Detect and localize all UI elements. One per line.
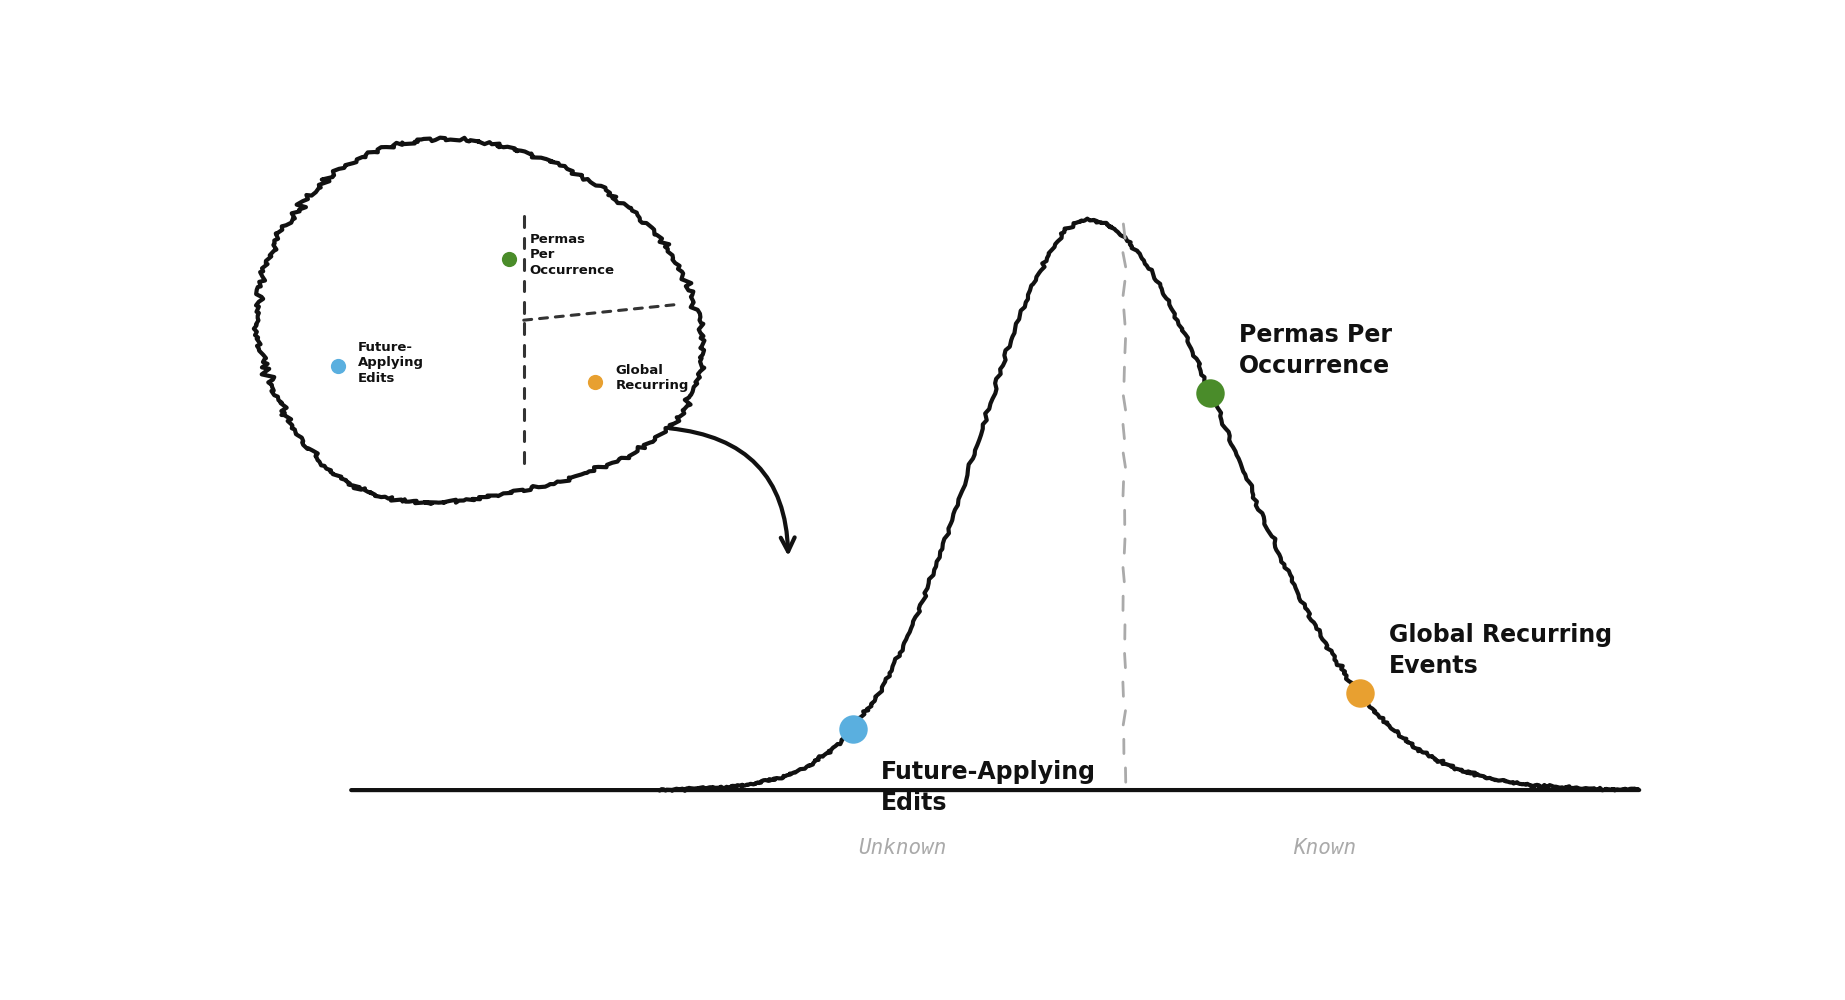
Text: Permas Per
Occurrence: Permas Per Occurrence <box>1238 323 1391 378</box>
Point <box>323 358 352 374</box>
Text: Global Recurring
Events: Global Recurring Events <box>1389 623 1613 678</box>
Text: Future-Applying
Edits: Future-Applying Edits <box>882 760 1096 815</box>
Text: Global
Recurring: Global Recurring <box>614 364 688 392</box>
Text: Unknown: Unknown <box>858 838 946 858</box>
Point <box>838 721 867 737</box>
Point <box>1345 685 1375 701</box>
Point <box>1196 385 1225 401</box>
Text: Known: Known <box>1293 838 1356 858</box>
Text: Future-
Applying
Edits: Future- Applying Edits <box>358 341 424 385</box>
Point <box>581 374 611 390</box>
Text: Permas
Per
Occurrence: Permas Per Occurrence <box>530 233 614 277</box>
Point <box>494 251 524 267</box>
